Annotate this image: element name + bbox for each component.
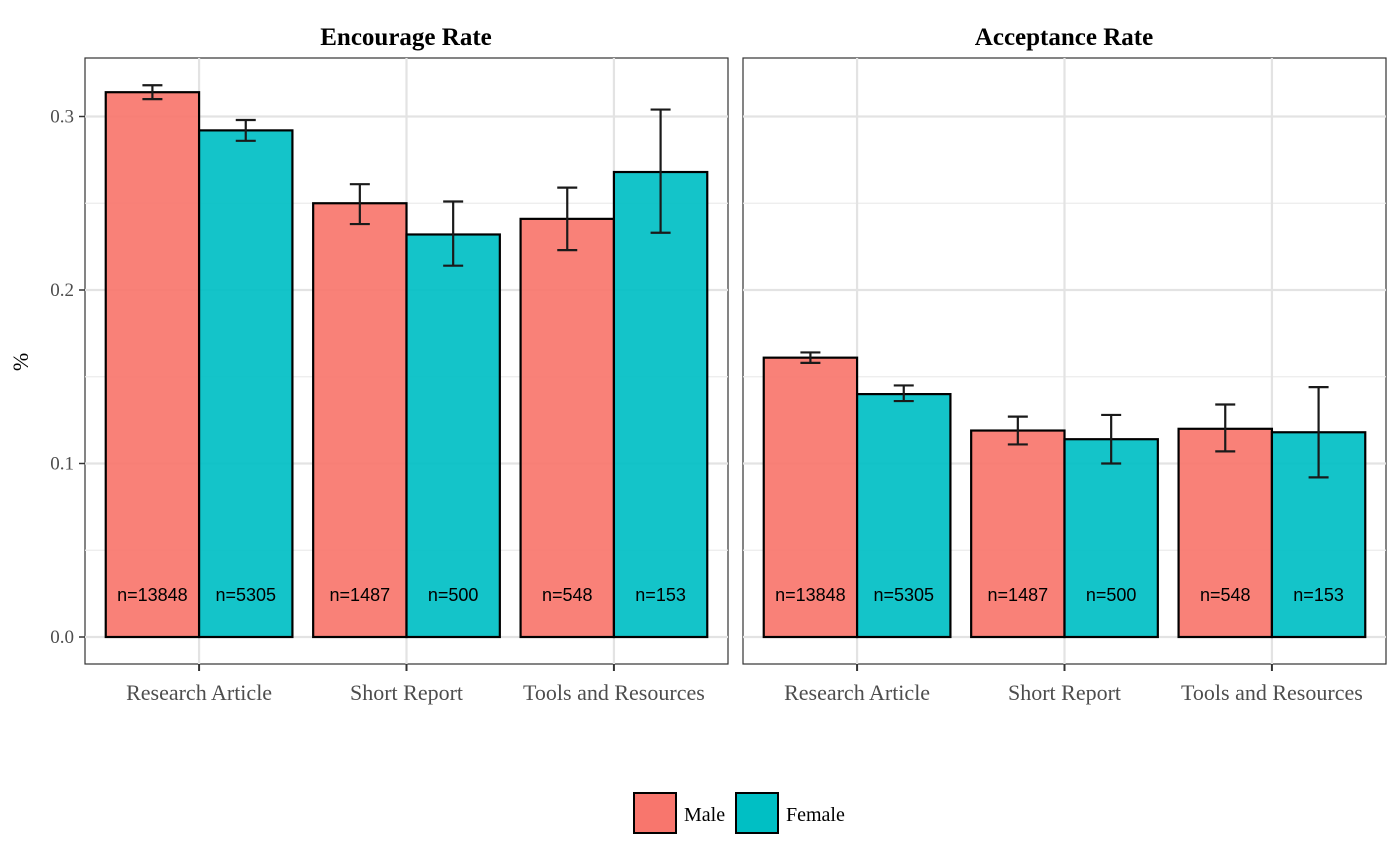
count-label: n=153 [1293,585,1344,605]
count-label: n=5305 [873,585,934,605]
count-label: n=5305 [215,585,276,605]
count-label: n=13848 [775,585,846,605]
x-tick-label: Tools and Resources [1181,680,1363,705]
count-label: n=1487 [330,585,391,605]
x-tick-label: Research Article [784,680,930,705]
bar-female [405,233,501,639]
x-axis-ticks: Research Article Short Report Tools and Re… [126,664,705,705]
bars: n=13848 n=1487 n=548 n=5305 n=500 n=153 [762,351,1367,639]
legend-label-male: Male [684,804,725,826]
bar-male [970,429,1066,639]
legend: Male Female [633,792,845,834]
y-axis-title: % [8,353,33,371]
x-tick-label: Short Report [350,680,463,705]
x-tick-label: Research Article [126,680,272,705]
legend-key-female [735,792,779,834]
legend-key-male [633,792,677,834]
y-axis-ticks: 0.0 0.1 0.2 0.3 [50,107,85,648]
bar-male [312,202,408,639]
y-tick-label: 0.1 [50,454,74,475]
count-label: n=153 [635,585,686,605]
bar-female [855,393,952,639]
bar-male [104,91,201,639]
legend-label-female: Female [786,804,845,826]
count-label: n=548 [542,585,593,605]
bar-female [197,129,294,639]
panel-title: Encourage Rate [320,24,492,51]
count-label: n=548 [1200,585,1251,605]
x-tick-label: Tools and Resources [523,680,705,705]
bar-female [1063,438,1159,639]
y-tick-label: 0.3 [50,107,74,128]
count-label: n=1487 [988,585,1049,605]
y-tick-label: 0.0 [50,627,74,648]
count-label: n=500 [428,585,479,605]
bars: n=13848 n=1487 n=548 n=5305 n=500 n=153 [104,84,709,639]
panel-title: Acceptance Rate [975,24,1153,51]
count-label: n=500 [1086,585,1137,605]
bar-female [612,170,709,639]
bar-male [1177,427,1274,639]
x-axis-ticks: Research Article Short Report Tools and Re… [784,664,1363,705]
count-label: n=13848 [117,585,188,605]
y-tick-label: 0.2 [50,280,74,301]
panel-acceptance-rate: Acceptance Rate n=13848 n=1487 n=548 n=5305… [742,24,1387,705]
bar-male [519,217,616,639]
x-tick-label: Short Report [1008,680,1121,705]
